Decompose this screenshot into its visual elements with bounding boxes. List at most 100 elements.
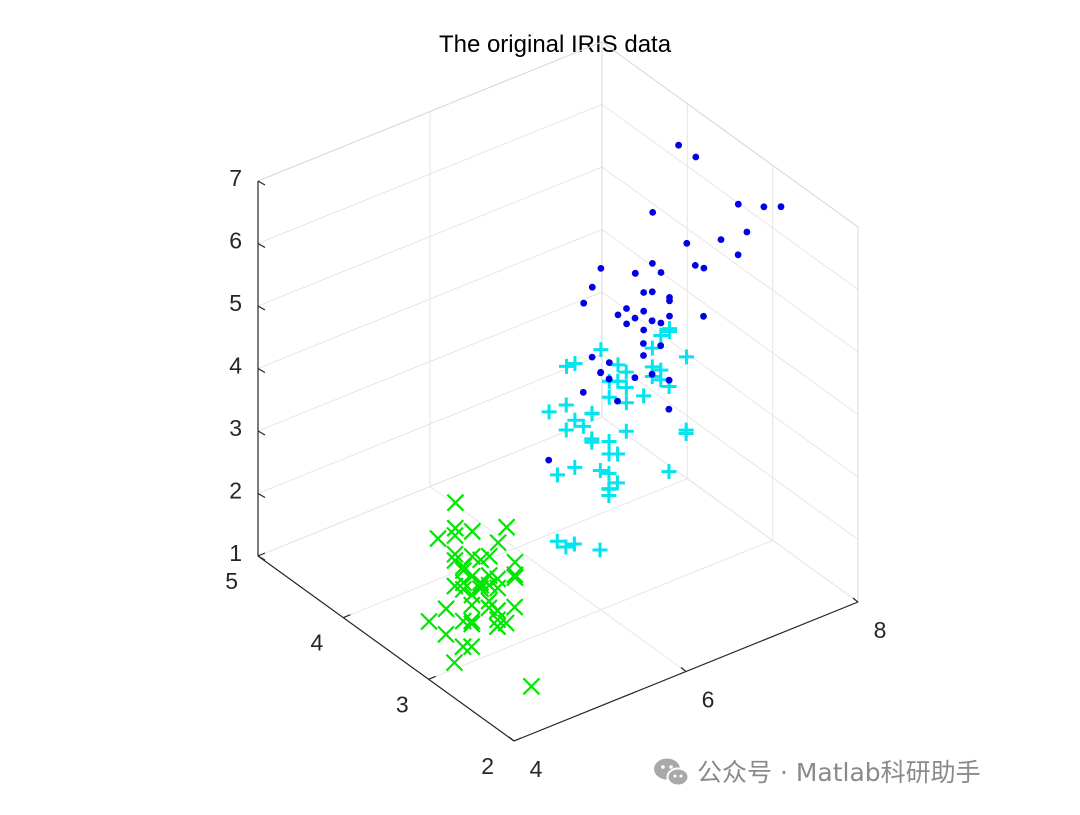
grid-line	[601, 104, 859, 290]
data-point	[657, 319, 665, 327]
z-tick-mark	[257, 242, 266, 249]
grid-line	[601, 416, 859, 603]
data-point	[618, 395, 634, 411]
data-point	[743, 228, 751, 236]
data-point	[734, 251, 742, 259]
grid-line	[257, 416, 603, 557]
data-point	[640, 352, 647, 359]
data-point	[506, 553, 524, 572]
data-point	[657, 269, 665, 276]
z-tick-mark	[257, 430, 266, 436]
data-point	[666, 294, 673, 301]
data-point	[700, 312, 707, 320]
data-point	[588, 283, 596, 291]
grid-line	[601, 166, 859, 353]
grid-line	[601, 354, 859, 540]
data-point	[700, 264, 708, 272]
data-point	[610, 357, 626, 373]
data-point	[567, 459, 583, 475]
data-point	[522, 677, 541, 696]
grid-line	[601, 229, 859, 415]
z-tick-label: 2	[229, 478, 242, 504]
z-tick-mark	[257, 180, 266, 186]
data-point	[610, 446, 626, 462]
data-point	[579, 388, 587, 396]
data-point	[614, 311, 622, 319]
data-point	[446, 577, 464, 595]
data-point	[631, 314, 639, 322]
data-point	[648, 288, 656, 296]
data-point	[665, 376, 673, 384]
z-tick-label: 1	[229, 540, 242, 566]
data-point	[777, 203, 785, 211]
y-tick-label: 4	[311, 630, 324, 656]
data-point	[631, 374, 639, 382]
data-point	[584, 431, 600, 447]
grid-line	[428, 539, 773, 680]
data-point	[662, 321, 678, 337]
data-point	[575, 418, 591, 434]
data-point	[454, 561, 473, 580]
data-point	[614, 397, 621, 405]
data-point	[666, 312, 673, 320]
data-point	[653, 328, 669, 344]
data-point	[463, 567, 481, 586]
watermark-text: 公众号 · Matlab科研助手	[697, 758, 981, 787]
data-point	[678, 422, 694, 438]
data-point	[675, 141, 682, 149]
data-point	[640, 340, 647, 347]
data-point	[446, 526, 464, 545]
data-point	[488, 610, 507, 629]
data-point	[463, 586, 481, 604]
data-point	[648, 370, 656, 378]
data-point	[623, 320, 630, 328]
data-point	[644, 340, 660, 356]
z-tick-label: 6	[229, 228, 242, 254]
z-tick-label: 4	[229, 353, 242, 379]
data-point	[661, 464, 677, 480]
x-tick-label: 4	[530, 756, 543, 782]
data-point	[636, 388, 652, 404]
data-point	[471, 550, 490, 569]
data-point	[597, 265, 605, 272]
data-point	[454, 612, 472, 630]
series-3	[545, 141, 785, 464]
data-point	[683, 239, 691, 247]
data-point	[429, 529, 447, 548]
data-point	[420, 612, 438, 631]
data-point	[592, 463, 608, 479]
y-tick-mark	[257, 552, 266, 557]
x-tick-label: 6	[702, 687, 715, 713]
wechat-icon	[654, 758, 690, 787]
z-tick-mark	[257, 492, 266, 499]
z-tick-label: 7	[229, 165, 242, 191]
y-tick-label: 5	[225, 568, 238, 594]
data-point	[601, 434, 617, 450]
data-point	[567, 412, 583, 428]
data-point	[618, 423, 634, 439]
data-point	[580, 299, 588, 307]
data-point	[692, 153, 700, 161]
data-point	[657, 342, 665, 350]
y-axis-line	[257, 555, 515, 742]
data-point	[649, 260, 656, 267]
data-point	[601, 487, 617, 503]
data-point	[567, 355, 583, 371]
data-point	[601, 465, 617, 481]
data-point	[597, 368, 605, 376]
data-point	[631, 269, 639, 277]
data-point	[618, 379, 634, 395]
data-point	[717, 236, 725, 244]
data-point	[480, 592, 498, 610]
data-point	[679, 349, 695, 365]
data-point	[605, 359, 613, 366]
data-point	[446, 493, 465, 512]
data-point	[618, 364, 634, 380]
data-point	[506, 565, 524, 584]
watermark: 公众号 · Matlab科研助手	[654, 758, 981, 787]
data-point	[446, 545, 464, 564]
data-point	[489, 533, 507, 552]
data-point	[584, 405, 600, 421]
data-point	[549, 533, 565, 549]
